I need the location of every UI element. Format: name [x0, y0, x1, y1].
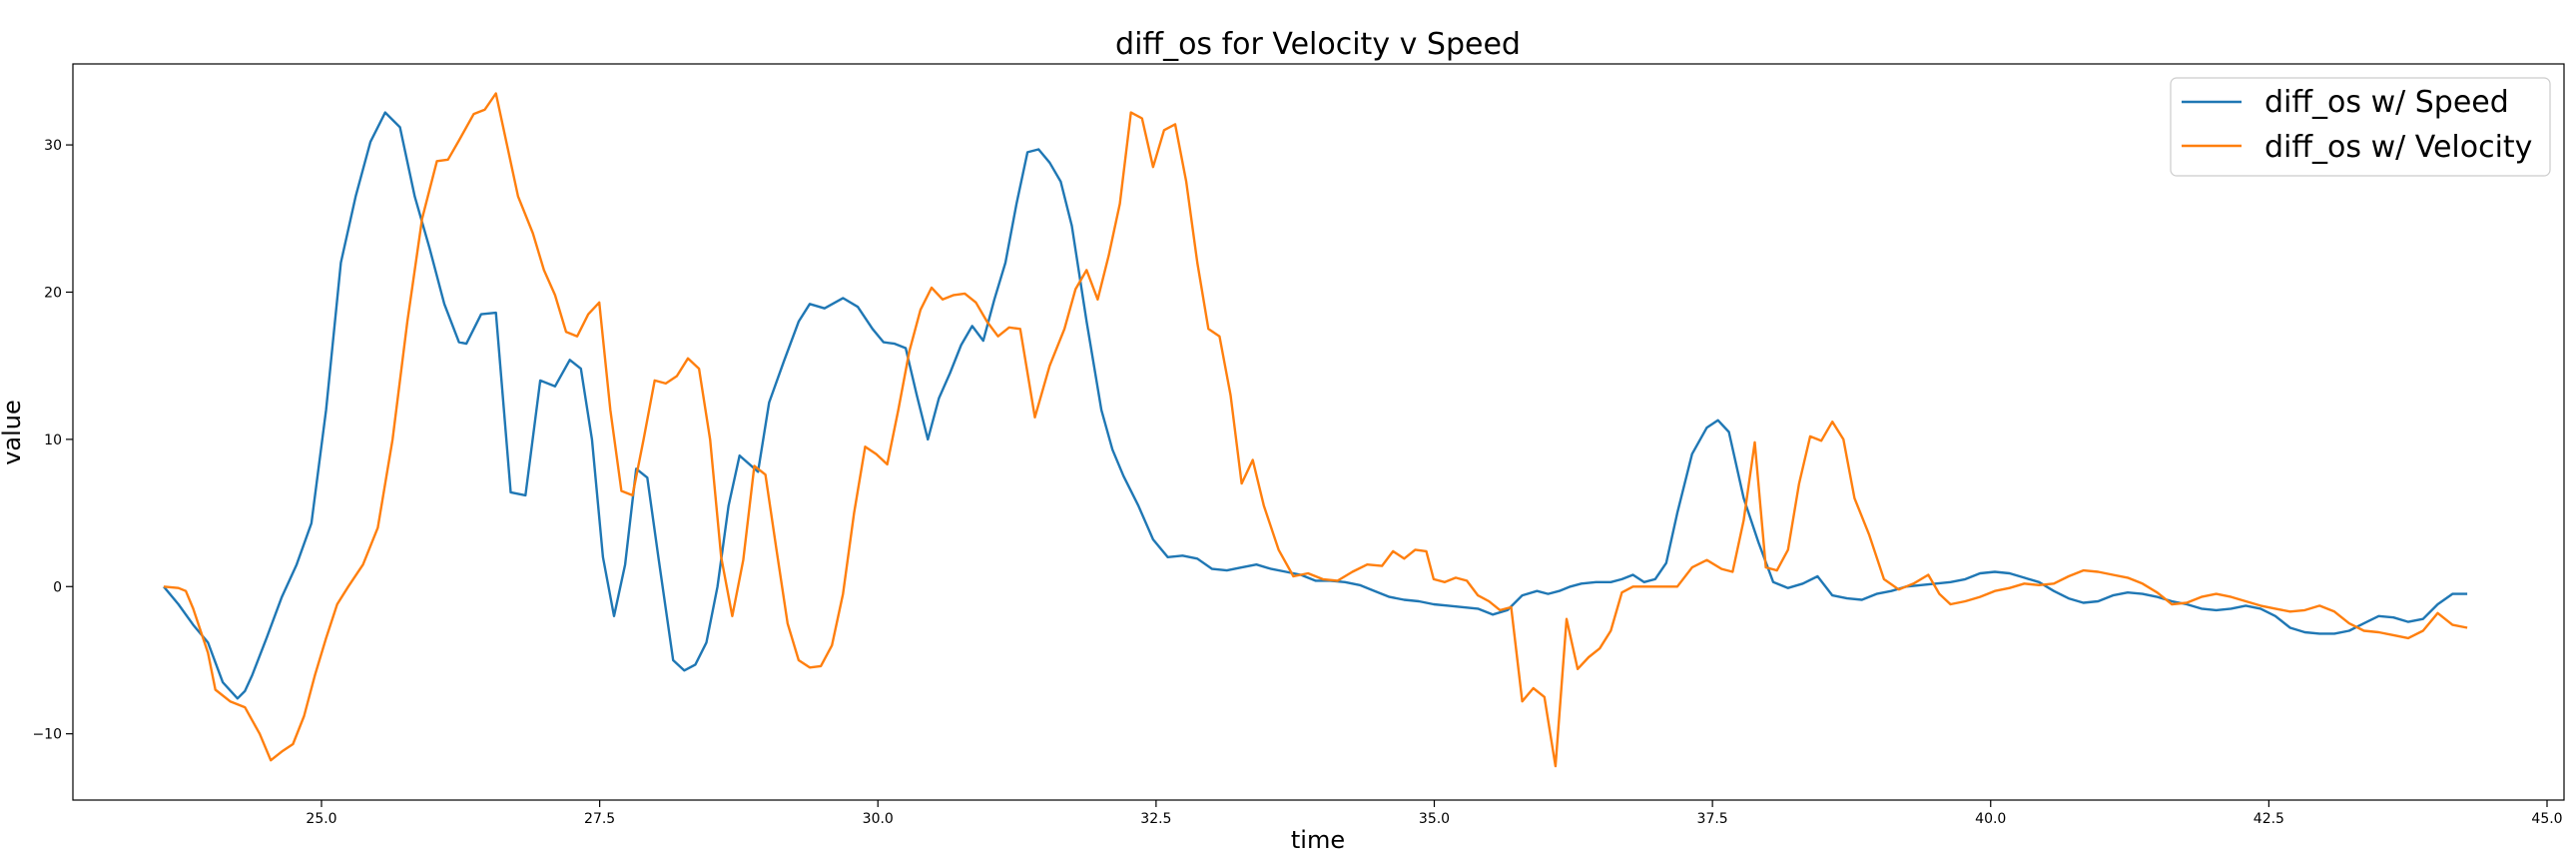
x-tick-label: 37.5 [1697, 811, 1728, 827]
plot-area [72, 63, 2565, 801]
x-tick-label: 35.0 [1419, 811, 1450, 827]
series-line-speed [163, 111, 2468, 700]
legend-box [2170, 77, 2551, 177]
y-tick-label: 30 [44, 138, 62, 154]
legend: diff_os w/ Speed diff_os w/ Velocity [2170, 77, 2551, 177]
x-tick-label: 27.5 [584, 811, 615, 827]
plot-frame [72, 63, 2565, 801]
series-group [163, 92, 2468, 768]
chart-title: diff_os for Velocity v Speed [1115, 27, 1521, 62]
legend-label-velocity: diff_os w/ Velocity [2264, 130, 2532, 165]
x-tick-label: 32.5 [1140, 811, 1171, 827]
x-axis-title: time [1291, 826, 1345, 854]
y-tick-label: 0 [53, 579, 62, 595]
legend-label-speed: diff_os w/ Speed [2264, 85, 2509, 120]
y-axis-title: value [0, 400, 26, 465]
x-axis: 25.0 27.5 30.0 32.5 35.0 37.5 40.0 42.5 45.0 [306, 800, 2563, 827]
y-tick-label: −10 [32, 727, 62, 743]
y-axis: −10 0 10 20 30 [32, 138, 73, 743]
y-tick-label: 20 [44, 285, 62, 301]
x-tick-label: 45.0 [2531, 811, 2562, 827]
x-tick-label: 25.0 [306, 811, 336, 827]
x-tick-label: 40.0 [1975, 811, 2006, 827]
x-tick-label: 30.0 [863, 811, 894, 827]
series-line-velocity [163, 92, 2468, 768]
x-tick-label: 42.5 [2254, 811, 2284, 827]
y-tick-label: 10 [44, 432, 62, 448]
